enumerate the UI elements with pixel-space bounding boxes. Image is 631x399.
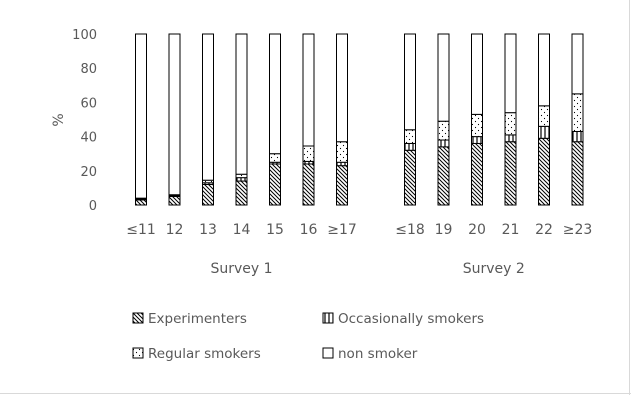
bar-segment-experimenters (437, 146, 450, 206)
x-axis: ≤11 12 13 14 15 16 ≥17 Survey 1 ≤18 19 20 21 22 ≥23 Su… (126, 222, 592, 277)
bars (135, 33, 584, 206)
bar-segment-non-smoker (538, 33, 550, 107)
bar-segment-regular-smokers (437, 120, 450, 141)
x-tick-label: 13 (199, 222, 217, 238)
bar-segment-non-smoker (471, 33, 483, 115)
bar-segment-non-smoker (571, 33, 584, 95)
legend-label-regular-smokers: Regular smokers (148, 346, 261, 362)
y-tick-label: 20 (80, 165, 97, 180)
bar-segment-experimenters (135, 199, 147, 206)
bar-segment-regular-smokers (538, 105, 550, 127)
x-tick-label: 14 (233, 222, 251, 238)
x-tick-label: ≤11 (126, 222, 156, 238)
bar-segment-regular-smokers (571, 93, 584, 132)
y-tick-label: 60 (80, 96, 97, 111)
x-tick-label: ≤18 (395, 222, 425, 238)
bar-segment-non-smoker (437, 33, 450, 122)
bar-segment-non-smoker (336, 33, 348, 143)
y-tick-label: 0 (89, 199, 97, 214)
bar-segment-experimenters (202, 183, 214, 206)
y-tick-label: 40 (80, 131, 97, 146)
legend-label-occasionally-smokers: Occasionally smokers (338, 311, 484, 327)
bar-segment-regular-smokers (302, 145, 315, 162)
bar-segment-experimenters (404, 149, 416, 206)
bar-segment-experimenters (538, 137, 550, 206)
y-tick-label: 100 (72, 28, 97, 43)
y-tick-label: 80 (80, 62, 97, 77)
bar-segment-occasionally-smokers (336, 161, 348, 167)
bar-segment-experimenters (269, 163, 281, 206)
bar-segment-experimenters (571, 141, 584, 206)
bar-segment-occasionally-smokers (235, 177, 248, 182)
bar-segment-occasionally-smokers (504, 134, 517, 143)
x-tick-label: 15 (266, 222, 284, 238)
x-tick-label: 12 (166, 222, 184, 238)
x-tick-label: 19 (435, 222, 453, 238)
y-axis: 0 20 40 60 80 100% (51, 28, 97, 214)
bar-segment-regular-smokers (336, 141, 348, 163)
bar-segment-experimenters (504, 141, 517, 206)
bar-segment-non-smoker (269, 33, 281, 155)
legend-swatch-non-smoker (322, 347, 334, 359)
bar-segment-experimenters (302, 163, 315, 206)
legend-swatch-experimenters (132, 312, 144, 324)
x-tick-label: 22 (535, 222, 553, 238)
bar-segment-experimenters (336, 165, 348, 206)
x-tick-label: ≥23 (563, 222, 593, 238)
bar-segment-occasionally-smokers (471, 136, 483, 144)
x-tick-label: ≥17 (327, 222, 357, 238)
bar-segment-occasionally-smokers (404, 142, 416, 151)
legend-label-non-smoker: non smoker (338, 346, 418, 362)
group-label: Survey 2 (463, 261, 525, 277)
frame-border-bottom (0, 393, 631, 394)
x-tick-label: 16 (300, 222, 318, 238)
bar-segment-occasionally-smokers (437, 139, 450, 148)
bar-segment-regular-smokers (471, 113, 483, 138)
bar-segment-experimenters (235, 180, 248, 206)
bar-segment-non-smoker (202, 33, 214, 181)
bar-segment-regular-smokers (504, 112, 517, 136)
bar-segment-regular-smokers (269, 153, 281, 163)
x-tick-label: 21 (502, 222, 520, 238)
bar-segment-occasionally-smokers (571, 130, 584, 143)
frame-border-right (629, 0, 630, 395)
legend: Experimenters Occasionally smokers Regular… (132, 311, 484, 362)
bar-segment-non-smoker (135, 33, 147, 199)
legend-label-experimenters: Experimenters (148, 311, 247, 327)
bar-segment-regular-smokers (404, 129, 416, 144)
bar-segment-regular-smokers (235, 173, 248, 179)
y-axis-label: % (51, 113, 67, 126)
bar-segment-occasionally-smokers (538, 125, 550, 139)
x-tick-label: 20 (468, 222, 486, 238)
group-label: Survey 1 (210, 261, 272, 277)
bar-segment-non-smoker (235, 33, 248, 175)
bar-segment-experimenters (168, 195, 181, 206)
legend-swatch-regular-smokers (132, 347, 144, 359)
bar-segment-non-smoker (168, 33, 181, 196)
bar-segment-non-smoker (404, 33, 416, 131)
bar-segment-non-smoker (504, 33, 517, 114)
bar-segment-non-smoker (302, 33, 315, 147)
legend-swatch-occasionally-smokers (322, 312, 334, 324)
bar-segment-experimenters (471, 142, 483, 206)
